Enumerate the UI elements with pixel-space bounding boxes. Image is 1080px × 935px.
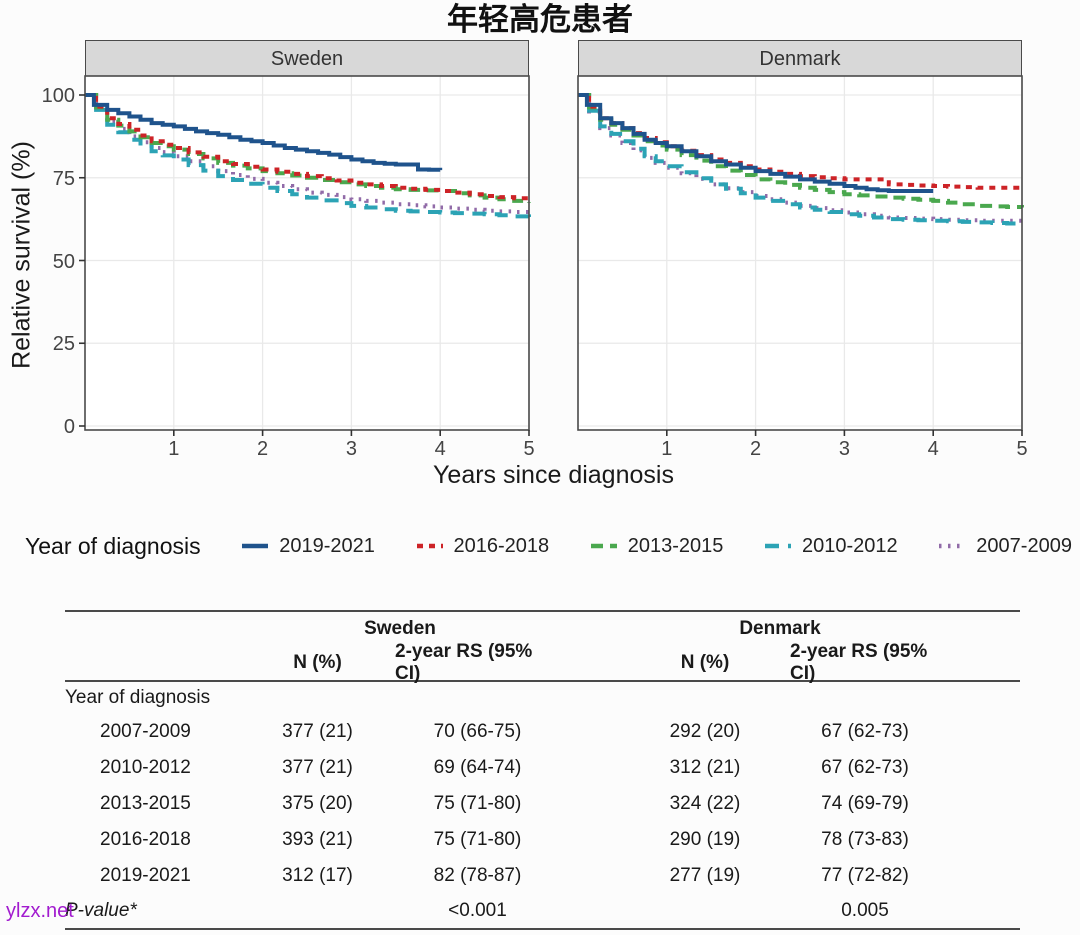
legend-key-icon	[939, 543, 966, 549]
y-tick-label: 25	[52, 333, 75, 356]
table-cell: 292 (20)	[669, 721, 741, 742]
panel-header-denmark: Denmark	[578, 40, 1022, 76]
table-cell: 375 (20)	[282, 793, 353, 814]
legend-key-icon	[242, 543, 269, 549]
panel-header-sweden: Sweden	[85, 40, 529, 76]
table-cell: 67 (62-73)	[821, 721, 909, 742]
x-tick-label: 1	[168, 438, 180, 460]
table-cell	[560, 786, 620, 822]
series-line-2010-2012	[578, 93, 1024, 226]
table-cell	[940, 750, 1020, 786]
x-tick-label: 2	[750, 438, 762, 460]
sweden-plot	[79, 75, 531, 436]
table-cell: 82 (78-87)	[433, 865, 522, 886]
table-cell: 377 (21)	[282, 757, 353, 778]
x-tick-label: 3	[345, 438, 357, 460]
legend-entry-2013-2015: 2013-2015	[589, 534, 724, 558]
table-cell	[560, 822, 620, 858]
table-cell	[940, 858, 1020, 894]
x-tick-label: 1	[661, 438, 673, 460]
series-line-2013-2015	[85, 93, 531, 203]
series-line-2007-2009	[85, 93, 531, 214]
table-cell: 277 (19)	[669, 865, 741, 886]
legend-title: Year of diagnosis	[25, 532, 201, 559]
pvalue-sweden: <0.001	[395, 894, 560, 930]
legend-entry-2019-2021: 2019-2021	[240, 535, 375, 558]
table-row-label: 2007-2009	[100, 721, 191, 742]
legend-key-icon	[590, 543, 617, 549]
table-cell: 312 (17)	[282, 865, 353, 886]
table-cell: 377 (21)	[282, 721, 353, 742]
table-row-label: 2010-2012	[100, 757, 191, 778]
x-tick-label: 4	[434, 438, 446, 460]
x-tick-label: 4	[927, 438, 939, 460]
table-cell	[940, 822, 1020, 858]
panel-denmark: Denmark	[577, 40, 1024, 436]
table-cell: 69 (64-74)	[433, 757, 522, 778]
y-tick-label: 100	[41, 85, 75, 107]
table-cell	[560, 714, 620, 750]
header-spacer	[65, 610, 240, 646]
table-section-label: Year of diagnosis	[65, 687, 211, 708]
legend-entry-2010-2012: 2010-2012	[763, 535, 898, 558]
legend-entry-label: 2013-2015	[627, 534, 724, 557]
series-line-2019-2021	[578, 93, 934, 193]
legend: Year of diagnosis 2019-2021 2016-2018 2013…	[25, 527, 1072, 565]
table-cell: 75 (71-80)	[433, 829, 522, 850]
results-table: Sweden Denmark N (%) 2-year RS (95% CI) …	[65, 610, 1020, 930]
table-cell: 324 (22)	[669, 793, 741, 814]
chart-title: 年轻高危患者	[447, 2, 633, 38]
table-row-label: 2016-2018	[100, 829, 191, 850]
pvalue-denmark: 0.005	[790, 894, 940, 930]
table-cell	[560, 750, 620, 786]
table-cell: 74 (69-79)	[821, 793, 909, 814]
legend-entry-label: 2010-2012	[802, 534, 898, 557]
table-cell: 78 (73-83)	[821, 829, 909, 850]
table-cell: 393 (21)	[282, 829, 353, 850]
table-cell: 290 (19)	[669, 829, 741, 850]
pvalue-label: P-value*	[65, 894, 240, 930]
table-cell: 312 (21)	[669, 757, 741, 778]
table-cell: 67 (62-73)	[821, 757, 909, 778]
x-tick-label: 5	[1016, 438, 1028, 460]
x-axis-title: Years since diagnosis	[433, 461, 674, 489]
y-tick-label: 50	[52, 250, 75, 273]
header-pad	[940, 610, 1020, 646]
legend-key-icon	[765, 543, 792, 549]
subheader-sweden-n: N (%)	[240, 646, 395, 682]
x-tick-label: 3	[838, 438, 850, 460]
header-gap	[560, 610, 620, 646]
table-group-header-denmark: Denmark	[620, 610, 940, 646]
legend-entry-2007-2009: 2007-2009	[937, 535, 1072, 558]
table-cell	[940, 714, 1020, 750]
subheader-sweden-rs: 2-year RS (95% CI)	[395, 641, 560, 684]
panel-sweden: Sweden	[79, 40, 531, 436]
x-tick-label: 5	[523, 438, 535, 460]
legend-key-icon	[416, 543, 443, 549]
table-row-label: 2013-2015	[100, 793, 191, 814]
table-cell: 75 (71-80)	[433, 793, 522, 814]
x-tick-label: 2	[257, 438, 269, 460]
y-tick-label: 0	[63, 416, 75, 438]
legend-entry-label: 2016-2018	[453, 534, 550, 557]
denmark-plot	[577, 75, 1024, 436]
table-group-header-sweden: Sweden	[240, 610, 560, 646]
legend-entry-2016-2018: 2016-2018	[415, 534, 550, 558]
legend-entry-label: 2019-2021	[279, 534, 375, 557]
y-tick-label: 75	[52, 167, 75, 190]
table-cell: 77 (72-82)	[821, 865, 909, 886]
subheader-denmark-n: N (%)	[620, 646, 790, 682]
series-line-2010-2012	[85, 93, 531, 219]
watermark: ylzx.net	[6, 900, 74, 922]
table-cell: 70 (66-75)	[433, 721, 522, 742]
series-line-2019-2021	[85, 93, 443, 172]
table-cell	[940, 786, 1020, 822]
subheader-denmark-rs: 2-year RS (95% CI)	[790, 641, 940, 684]
table-row-label: 2019-2021	[100, 865, 191, 886]
legend-entry-label: 2007-2009	[976, 534, 1072, 557]
table-cell	[560, 858, 620, 894]
